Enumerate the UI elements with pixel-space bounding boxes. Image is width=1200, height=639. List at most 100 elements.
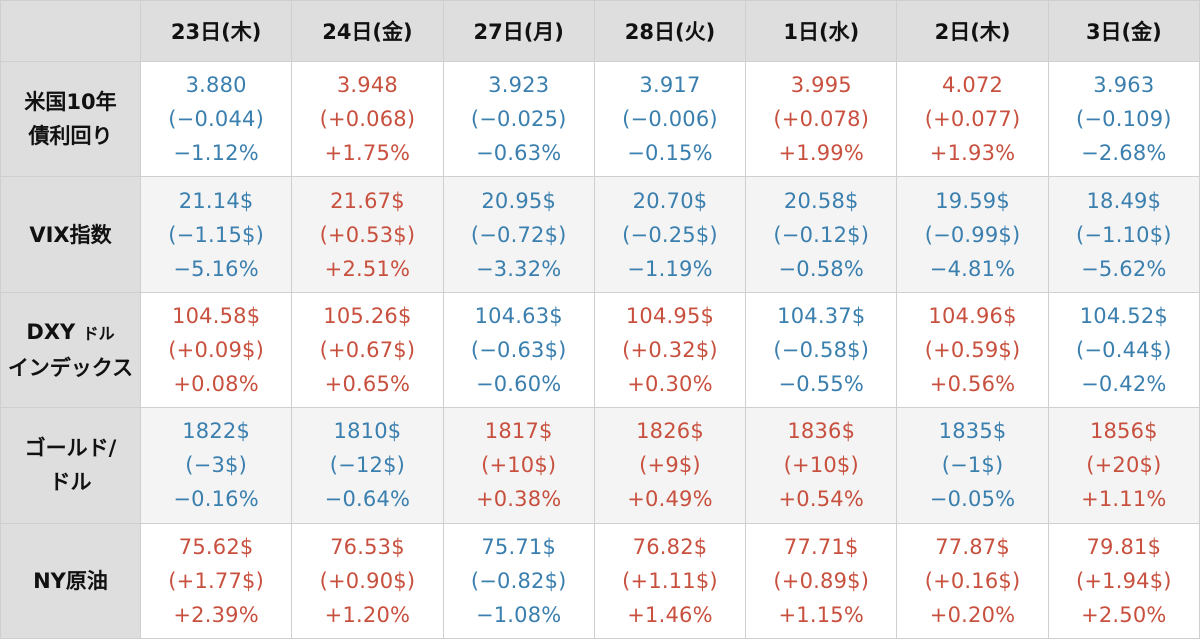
data-cell: 104.58$ (+0.09$) +0.08% [139,291,293,409]
cell-change: (−0.82$) [470,568,567,593]
data-cell: 104.37$ (−0.58$) −0.55% [745,291,898,409]
data-cell: 18.49$ (−1.10$) −5.62% [1047,176,1200,293]
data-cell: 104.63$ (−0.63$) −0.60% [442,291,595,409]
cell-pct: +0.49% [627,487,713,512]
cell-change: (+20$) [1086,453,1162,478]
corner-cell [0,0,141,62]
cell-value: 3.995 [790,73,852,98]
cell-change: (−0.006) [622,107,718,132]
cell-value: 18.49$ [1086,188,1162,213]
data-cell: 21.14$ (−1.15$) −5.16% [139,176,293,293]
cell-pct: +2.51% [324,256,411,281]
data-cell: 20.95$ (−0.72$) −3.32% [442,176,595,293]
day-header: 2日(木) [896,0,1049,62]
header-row: 23日(木) 24日(金) 27日(月) 28日(火) 1日(水) 2日(木) … [0,0,1200,62]
row-label: 米国10年債利回り [0,60,141,178]
dxy-label-line1: DXY [26,319,76,344]
table-row: DXY ドル インデックス 104.58$ (+0.09$) +0.08% 105.26$… [0,291,1200,409]
data-cell: 104.95$ (+0.32$) +0.30% [593,291,747,409]
us10y-label-line2: 債利回り [28,124,113,149]
cell-change: (−0.25$) [622,222,718,247]
cell-change: (+0.67$) [319,337,416,362]
cell-value: 3.917 [639,73,701,98]
cell-pct: −5.16% [173,256,259,281]
cell-value: 4.072 [941,73,1004,98]
data-cell: 1836$ (+10$) +0.54% [745,407,898,524]
data-cell: 76.82$ (+1.11$) +1.46% [593,522,747,639]
cell-value: 21.67$ [330,188,405,213]
cell-pct: +0.20% [929,602,1016,627]
data-cell: 3.917 (−0.006) −0.15% [593,60,747,178]
cell-change: (−0.025) [470,107,567,132]
cell-pct: +1.99% [778,141,865,166]
cell-pct: +2.39% [173,602,259,627]
day-header: 1日(水) [745,0,898,62]
cell-pct: −0.16% [173,487,259,512]
cell-value: 76.82$ [632,534,708,559]
cell-pct: +2.50% [1081,602,1167,627]
data-cell: 1822$ (−3$) −0.16% [139,407,293,524]
cell-value: 104.37$ [777,303,866,328]
cell-value: 20.58$ [783,188,859,213]
row-label: VIX指数 [0,176,141,293]
cell-pct: +0.30% [627,371,713,396]
cell-change: (−12$) [329,453,406,478]
gold-label-line1: ゴールド/ [24,436,117,461]
cell-value: 1836$ [787,419,856,444]
data-cell: 20.70$ (−0.25$) −1.19% [593,176,747,293]
cell-value: 75.71$ [481,534,557,559]
day-header: 23日(木) [139,0,293,62]
cell-change: (+10$) [783,453,859,478]
cell-change: (+0.078) [773,107,870,132]
cell-change: (−0.044) [168,107,264,132]
cell-value: 77.87$ [935,534,1010,559]
table-row: 米国10年 債利回り 3.880 (−0.044) −1.12% 3.948 (+0.068… [0,60,1200,178]
cell-pct: −1.19% [627,256,713,281]
data-cell: 79.81$ (+1.94$) +2.50% [1047,522,1200,639]
cell-value: 77.71$ [783,534,859,559]
data-cell: 21.67$ (+0.53$) +2.51% [291,176,444,293]
cell-pct: −0.60% [475,371,562,396]
day-header: 24日(金) [291,0,444,62]
day-header: 3日(金) [1047,0,1200,62]
data-cell: 104.96$ (+0.59$) +0.56% [896,291,1049,409]
cell-pct: +1.93% [929,141,1016,166]
data-cell: 77.87$ (+0.16$) +0.20% [896,522,1049,639]
cell-value: 79.81$ [1086,534,1162,559]
wti-label-line1: NY原油 [33,568,108,593]
us10y-label-line1: 米国10年 [24,90,117,115]
data-cell: 3.963 (−0.109) −2.68% [1047,60,1200,178]
cell-value: 104.52$ [1079,303,1168,328]
cell-change: (+0.16$) [924,568,1021,593]
cell-value: 21.14$ [178,188,254,213]
cell-pct: −4.81% [929,256,1016,281]
cell-value: 20.70$ [632,188,708,213]
cell-change: (−1.15$) [168,222,264,247]
day-header: 28日(火) [593,0,747,62]
row-label: NY原油 [0,522,141,639]
row-label: ゴールド/ドル [0,407,141,524]
cell-change: (+0.89$) [773,568,870,593]
data-cell: 3.880 (−0.044) −1.12% [139,60,293,178]
cell-change: (+0.53$) [319,222,416,247]
cell-value: 3.948 [336,73,398,98]
cell-value: 3.963 [1093,73,1155,98]
dxy-label-line2: インデックス [7,355,134,380]
cell-pct: +0.54% [778,487,865,512]
vix-label-line1: VIX指数 [29,222,112,247]
cell-pct: −0.15% [627,141,713,166]
cell-pct: −2.68% [1081,141,1167,166]
cell-value: 1826$ [636,419,704,444]
data-cell: 1817$ (+10$) +0.38% [442,407,595,524]
cell-change: (−0.63$) [470,337,567,362]
cell-change: (+1.94$) [1075,568,1172,593]
cell-pct: +1.20% [324,602,411,627]
data-cell: 20.58$ (−0.12$) −0.58% [745,176,898,293]
dxy-label-sub: ドル [82,323,115,343]
cell-value: 1810$ [333,419,402,444]
data-cell: 75.71$ (−0.82$) −1.08% [442,522,595,639]
cell-change: (+0.068) [319,107,416,132]
data-cell: 1856$ (+20$) +1.11% [1047,407,1200,524]
cell-value: 104.63$ [474,303,563,328]
